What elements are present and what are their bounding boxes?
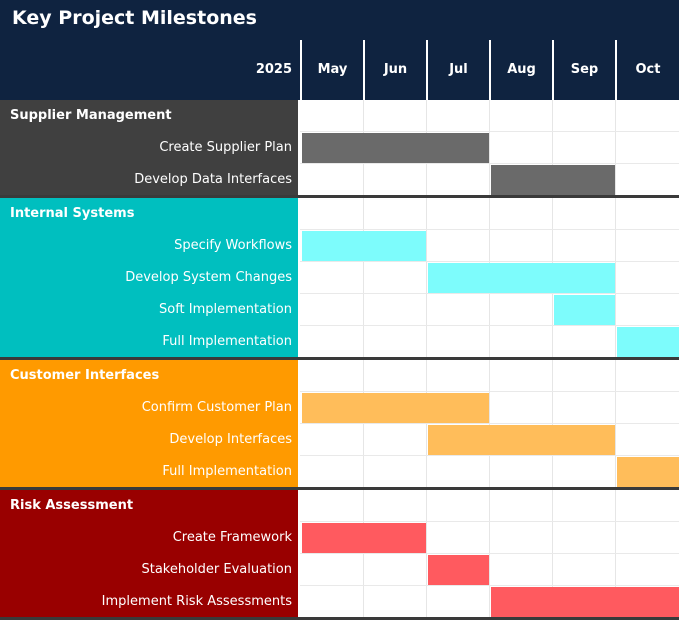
grid-line-horizontal xyxy=(300,553,679,554)
grid-line-vertical xyxy=(426,100,427,620)
task-label: Specify Workflows xyxy=(174,238,292,253)
task-label: Create Framework xyxy=(172,530,292,545)
task-label: Develop Data Interfaces xyxy=(134,172,292,187)
grid-line-vertical xyxy=(489,100,490,620)
grid-line-horizontal xyxy=(300,131,679,132)
group-title: Internal Systems xyxy=(10,206,135,221)
grid-line-vertical xyxy=(363,100,364,620)
task-bar[interactable] xyxy=(491,587,679,617)
task-bar[interactable] xyxy=(491,165,615,195)
grid-line-horizontal xyxy=(300,391,679,392)
grid-line-horizontal xyxy=(300,455,679,456)
task-label: Confirm Customer Plan xyxy=(141,400,292,415)
task-bar[interactable] xyxy=(617,457,679,487)
month-header-may: May xyxy=(300,40,363,100)
task-bar[interactable] xyxy=(302,231,426,261)
grid-line-horizontal xyxy=(300,229,679,230)
task-bar[interactable] xyxy=(428,555,489,585)
grid-line-vertical xyxy=(552,100,553,620)
grid-line-horizontal xyxy=(300,293,679,294)
task-bar[interactable] xyxy=(428,425,615,455)
month-header-jul: Jul xyxy=(426,40,489,100)
grid-line-horizontal xyxy=(300,261,679,262)
section-divider xyxy=(0,357,679,360)
group-band-1 xyxy=(0,198,298,358)
group-title: Risk Assessment xyxy=(10,498,134,513)
month-header-jun: Jun xyxy=(363,40,426,100)
month-header-sep: Sep xyxy=(552,40,615,100)
task-label: Develop Interfaces xyxy=(169,432,292,447)
task-bar[interactable] xyxy=(554,295,615,325)
task-bar[interactable] xyxy=(617,327,679,357)
grid-line-horizontal xyxy=(300,521,679,522)
task-bar[interactable] xyxy=(302,393,489,423)
grid-line-horizontal xyxy=(300,423,679,424)
task-bar[interactable] xyxy=(302,523,426,553)
grid-line-horizontal xyxy=(300,585,679,586)
title-bar xyxy=(0,0,679,40)
task-label: Stakeholder Evaluation xyxy=(141,562,292,577)
task-label: Soft Implementation xyxy=(158,302,292,317)
group-band-2 xyxy=(0,360,298,488)
task-bar[interactable] xyxy=(302,133,489,163)
task-label: Create Supplier Plan xyxy=(159,140,292,155)
month-header-aug: Aug xyxy=(489,40,552,100)
group-title: Customer Interfaces xyxy=(10,368,160,383)
year-label: 2025 xyxy=(255,62,292,77)
task-label: Full Implementation xyxy=(162,464,292,479)
group-band-0 xyxy=(0,100,298,196)
task-label: Full Implementation xyxy=(162,334,292,349)
section-divider xyxy=(0,195,679,198)
grid-line-horizontal xyxy=(300,325,679,326)
group-title: Supplier Management xyxy=(10,108,172,123)
timeline-header xyxy=(0,40,679,100)
group-band-3 xyxy=(0,490,298,618)
task-label: Develop System Changes xyxy=(125,270,292,285)
grid-line-vertical xyxy=(615,100,616,620)
section-divider xyxy=(0,487,679,490)
grid-line-horizontal xyxy=(300,163,679,164)
task-bar[interactable] xyxy=(428,263,615,293)
task-label: Implement Risk Assessments xyxy=(101,594,292,609)
chart-title: Key Project Milestones xyxy=(12,7,257,29)
month-header-oct: Oct xyxy=(615,40,679,100)
